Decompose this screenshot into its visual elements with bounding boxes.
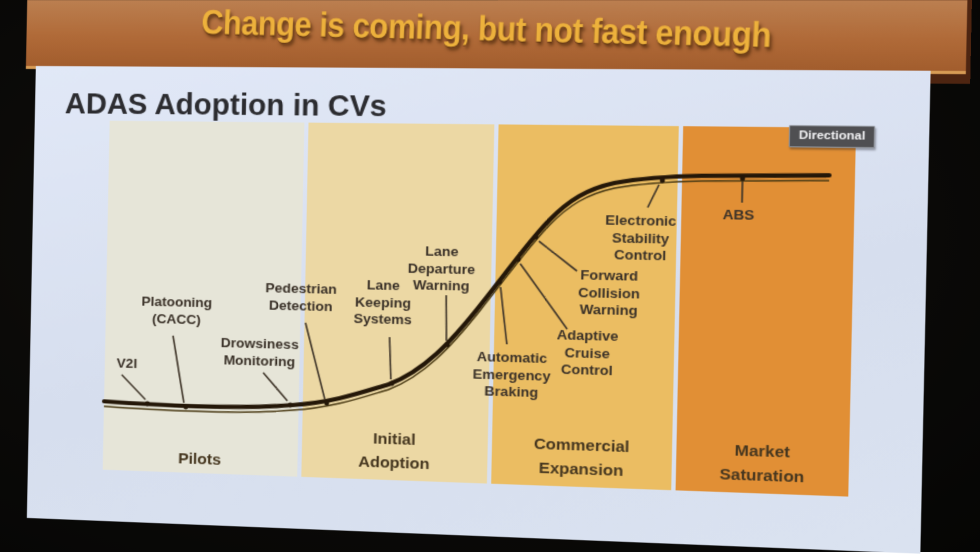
annotation-line: Stability — [605, 229, 676, 248]
annotation-line: Emergency — [473, 366, 551, 385]
annotation-line: Cruise — [556, 344, 618, 363]
annotation-abs: ABS — [723, 207, 755, 225]
annotation-line: Systems — [353, 311, 411, 329]
leader-line-automatic-emergency-braking — [499, 287, 508, 344]
stage-label-line: Initial — [359, 427, 431, 453]
annotation-line: (CACC) — [141, 310, 212, 328]
annotation-line: ABS — [723, 207, 755, 225]
annotation-line: Warning — [407, 277, 475, 295]
annotation-line: Detection — [265, 297, 337, 315]
annotation-line: Platooning — [141, 294, 212, 312]
annotation-line: Warning — [578, 301, 640, 320]
title-banner: Change is coming, but not fast enough — [26, 0, 968, 74]
annotation-line: Automatic — [473, 349, 551, 368]
stage-label-line: Saturation — [719, 462, 804, 489]
leader-line-pedestrian-detection — [304, 323, 326, 399]
annotation-line: Control — [556, 361, 618, 380]
stage-label-line: Adoption — [358, 450, 430, 476]
annotation-line: Lane — [354, 277, 412, 295]
annotation-line: Control — [605, 247, 676, 266]
stage-label-line: Expansion — [533, 456, 629, 483]
annotation-line: Forward — [578, 267, 640, 285]
annotation-line: Adaptive — [557, 327, 619, 346]
annotation-line: Lane — [408, 243, 476, 261]
annotation-v2i: V2I — [117, 355, 138, 372]
stage-label-line: Market — [720, 438, 805, 465]
banner-title: Change is coming, but not fast enough — [26, 0, 968, 61]
leader-line-drowsiness-monitoring — [263, 373, 288, 401]
annotation-line: V2I — [117, 355, 138, 372]
leader-line-platooning-cacc — [172, 336, 186, 403]
leader-line-v2i — [121, 375, 146, 400]
annotation-line: Electronic — [605, 212, 676, 230]
annotation-platooning-cacc: Platooning(CACC) — [141, 294, 212, 329]
leader-line-adaptive-cruise-control — [519, 264, 569, 329]
projected-slide: Change is coming, but not fast enough AD… — [25, 0, 952, 557]
directional-badge: Directional — [789, 125, 876, 148]
leader-line-lane-keeping-systems — [389, 337, 392, 379]
leader-line-lane-departure-warning — [445, 295, 447, 340]
leader-line-electronic-stability-control — [648, 184, 659, 207]
annotation-line: Monitoring — [220, 352, 298, 371]
slide-heading: ADAS Adoption in CVs — [65, 88, 387, 124]
adoption-curve-echo — [104, 171, 829, 431]
annotation-line: Pedestrian — [265, 280, 337, 298]
annotation-line: Collision — [578, 284, 640, 303]
annotation-line: Braking — [472, 383, 550, 402]
slide-body: ADAS Adoption in CVs Directional Pilots I… — [27, 66, 931, 554]
stage-label-line: Commercial — [534, 432, 630, 459]
annotation-line: Keeping — [354, 294, 412, 312]
stage-label-pilots: Pilots — [178, 447, 221, 472]
adoption-curve — [104, 166, 829, 426]
annotation-line: Departure — [408, 260, 476, 278]
annotation-line: Drowsiness — [221, 335, 299, 354]
stage-label-line: Pilots — [178, 447, 221, 472]
leader-line-forward-collision-warning — [538, 241, 577, 271]
